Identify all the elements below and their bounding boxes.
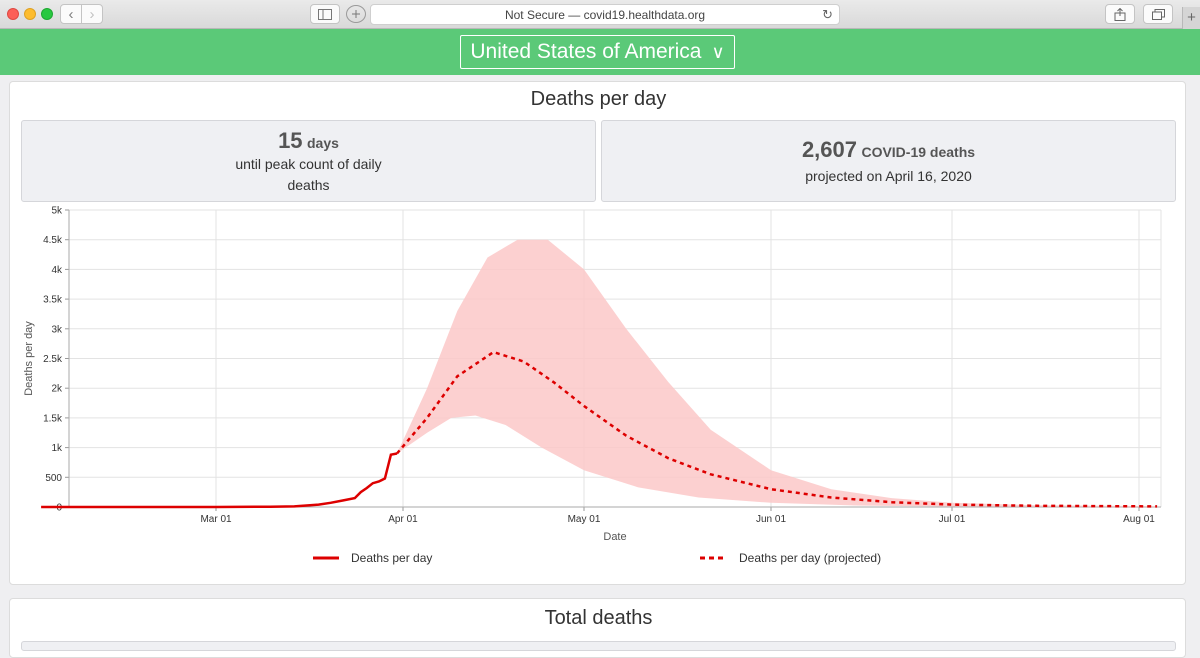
x-axis-label: Date [603,531,626,543]
y-tick-label: 1k [51,443,63,454]
total-deaths-card: Total deaths [9,598,1186,658]
chevron-right-icon: › [89,5,95,23]
x-tick-label: Jul 01 [939,514,966,525]
forward-button[interactable]: › [81,4,103,24]
total-deaths-stat-strip [21,641,1176,651]
peak-days-text-line1: until peak count of daily [235,156,382,172]
fullscreen-window-button[interactable] [41,8,53,20]
peak-days-box: 15 days until peak count of daily deaths [21,120,596,202]
legend-dashed-label: Deaths per day (projected) [739,551,881,565]
share-icon [1114,7,1126,21]
total-deaths-title: Total deaths [544,607,653,629]
y-tick-label: 5k [51,206,63,217]
y-tick-label: 2k [51,384,63,395]
plus-icon [352,10,360,18]
y-axis-label: Deaths per day [23,321,35,396]
x-tick-label: May 01 [568,514,601,525]
reload-icon[interactable]: ↻ [822,7,833,22]
country-select[interactable]: United States of America ∨ [460,35,735,69]
back-button[interactable]: ‹ [60,4,82,24]
location-header: United States of America ∨ [0,29,1200,75]
y-tick-label: 4k [51,265,63,276]
peak-days-unit: days [307,135,339,151]
uncertainty-band [397,239,1158,507]
projected-deaths-date: projected on April 16, 2020 [805,168,972,184]
y-tick-label: 3.5k [43,295,63,306]
add-tab-button[interactable]: + [1182,7,1200,29]
x-tick-label: Mar 01 [200,514,232,525]
deaths-per-day-line [41,452,398,509]
x-tick-label: Aug 01 [1123,514,1155,525]
y-tick-label: 4.5k [43,235,63,246]
deaths-per-day-title: Deaths per day [530,88,667,110]
projected-deaths-unit: COVID-19 deaths [861,144,976,160]
sidebar-icon [318,8,332,20]
projected-deaths-box: 2,607 COVID-19 deaths projected on April… [601,120,1176,202]
chevron-left-icon: ‹ [68,5,74,23]
tabs-icon [1151,8,1165,20]
y-tick-label: 3k [51,324,63,335]
plus-tab-icon: + [1187,9,1196,26]
country-select-value: United States of America [470,40,702,63]
legend-solid-label: Deaths per day [351,551,432,565]
peak-days-text: until peak count of daily deaths [22,154,595,196]
projected-deaths-line [396,350,1158,508]
x-tick-label: Apr 01 [388,514,418,525]
show-tabs-button[interactable] [1143,4,1173,24]
y-tick-label: 1.5k [43,413,63,424]
projected-deaths-value: 2,607 [801,137,857,162]
chevron-down-icon: ∨ [711,41,725,62]
browser-toolbar: ‹ › Not Secure — covid19.healthdata.org … [0,0,1200,29]
minimize-window-button[interactable] [24,8,36,20]
sidebar-toggle-button[interactable] [310,4,340,24]
y-tick-label: 2.5k [43,354,63,365]
address-bar[interactable]: Not Secure — covid19.healthdata.org ↻ [370,4,840,25]
peak-days-text-line2: deaths [287,177,330,193]
y-tick-label: 500 [45,473,62,484]
close-window-button[interactable] [7,8,19,20]
peak-days-value: 15 [278,128,303,153]
address-text: Not Secure — covid19.healthdata.org [504,7,706,22]
deaths-per-day-card: Deaths per day 15 days until peak count … [9,81,1186,585]
x-tick-label: Jun 01 [756,514,786,525]
new-tab-button[interactable] [346,5,366,23]
share-button[interactable] [1105,4,1135,24]
